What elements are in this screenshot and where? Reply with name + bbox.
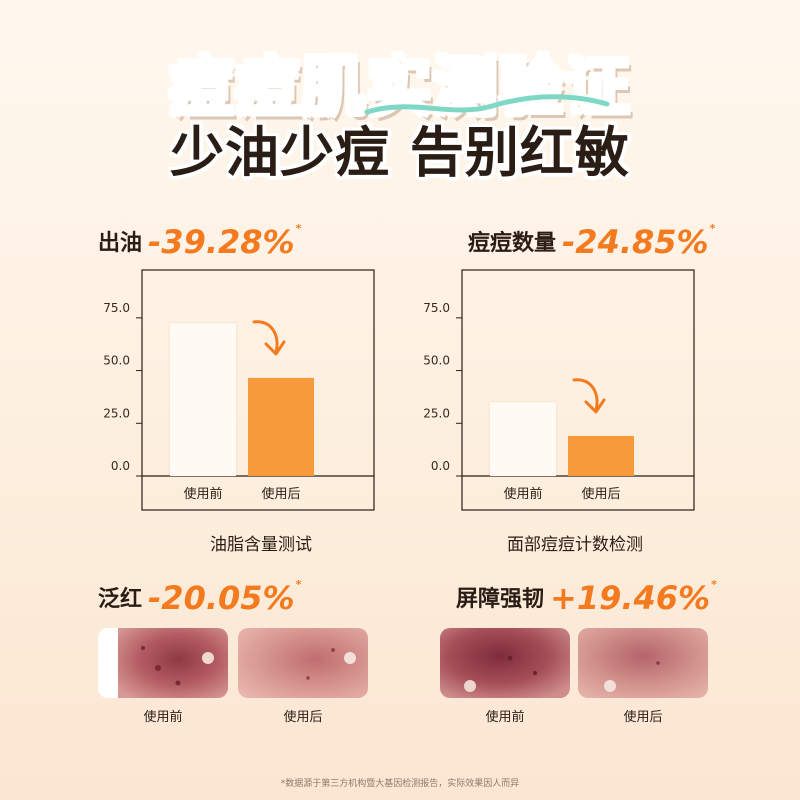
barrier-metric-header: 屏障强韧 +19.46%*	[456, 578, 717, 617]
footnote: *数据源于第三方机构暨大基因检测报告，实际效果因人而异	[280, 779, 520, 789]
oil-metric-value: -39.28%	[148, 223, 295, 261]
oil-metric-header: 出油 -39.28%*	[98, 222, 301, 261]
category-label-before: 使用前	[183, 486, 222, 502]
y-tick-label: 75.0	[103, 301, 130, 315]
acne-metric-label: 痘痘数量	[468, 231, 557, 256]
category-label-after: 使用后	[581, 486, 620, 502]
oil-content-bar-chart: 0.0 25.0 50.0 75.0 使用前 使用后	[103, 269, 375, 511]
y-tick-label: 75.0	[423, 301, 450, 315]
y-tick-label: 50.0	[423, 354, 450, 368]
chart-frame	[461, 269, 695, 511]
acne-metric-value: -24.85%	[562, 223, 709, 261]
bar-after	[568, 435, 634, 476]
barrier-before-label: 使用前	[485, 710, 525, 725]
y-tick-label: 0.0	[111, 459, 130, 473]
barrier-metric-value: +19.46%	[550, 579, 711, 617]
acne-chart-caption: 面部痘痘计数检测	[507, 535, 643, 555]
barrier-before-photo	[440, 628, 570, 698]
category-label-before: 使用前	[503, 486, 542, 502]
redness-after-label: 使用后	[283, 710, 323, 725]
oil-chart-caption: 油脂含量测试	[210, 535, 312, 555]
barrier-after-label: 使用后	[623, 710, 663, 725]
bar-before	[490, 402, 556, 476]
y-tick-label: 25.0	[423, 406, 450, 420]
chart-frame	[141, 269, 375, 511]
barrier-metric-label: 屏障强韧	[456, 587, 545, 612]
bar-before	[170, 323, 236, 476]
acne-metric-asterisk: *	[709, 222, 716, 235]
redness-before-photo	[98, 628, 228, 698]
category-label-after: 使用后	[261, 486, 300, 502]
decrease-arrow-icon	[572, 378, 606, 414]
headline-line1: 痘痘肌实测验证	[168, 50, 631, 127]
redness-metric-header: 泛红 -20.05%*	[98, 578, 301, 617]
y-tick-label: 0.0	[431, 459, 450, 473]
y-tick-label: 50.0	[103, 354, 130, 368]
redness-metric-label: 泛红	[98, 587, 143, 612]
barrier-after-photo	[578, 628, 708, 698]
acne-metric-header: 痘痘数量 -24.85%*	[468, 222, 715, 261]
oil-metric-asterisk: *	[295, 222, 302, 235]
headline-underline-swoosh	[364, 94, 610, 115]
redness-before-label: 使用前	[143, 710, 183, 725]
bar-after	[248, 377, 314, 476]
oil-metric-label: 出油	[98, 231, 143, 256]
acne-count-bar-chart: 0.0 25.0 50.0 75.0 使用前 使用后	[423, 269, 695, 511]
redness-metric-asterisk: *	[295, 578, 302, 591]
y-tick-label: 25.0	[103, 406, 130, 420]
redness-after-photo	[238, 628, 368, 698]
decrease-arrow-icon	[252, 320, 286, 356]
headline-line2: 少油少痘 告别红敏	[170, 121, 630, 184]
barrier-metric-asterisk: *	[711, 578, 717, 591]
redness-metric-value: -20.05%	[148, 579, 295, 617]
